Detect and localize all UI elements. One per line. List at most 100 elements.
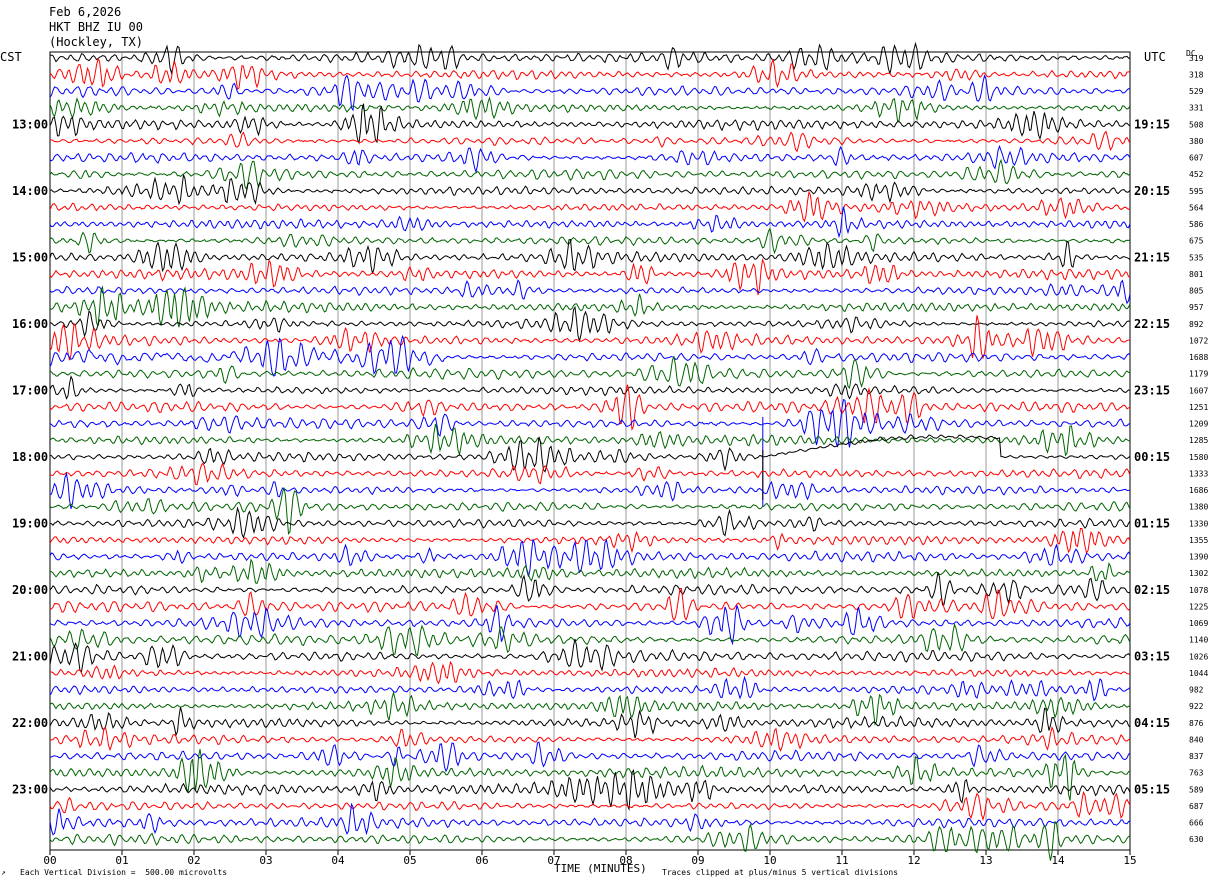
dc-offset-label: 675 [1189,237,1204,246]
seismic-trace [49,315,1131,361]
seismic-trace [49,258,1131,296]
dc-offset-label: 1333 [1189,469,1208,478]
x-tick-label: 11 [835,854,848,867]
dc-offset-label: 535 [1189,253,1204,262]
dc-offset-label: 595 [1189,187,1204,196]
dc-offset-label: 1251 [1189,403,1208,412]
right-hour-label: 22:15 [1134,317,1170,331]
seismic-trace [49,305,1131,343]
dc-offset-label: 380 [1189,137,1204,146]
x-tick-label: 02 [187,854,200,867]
dc-offset-label: 1285 [1189,436,1208,445]
x-tick-label: 04 [331,854,345,867]
dc-offset-label: 1380 [1189,503,1208,512]
left-hour-label: 17:00 [12,383,48,397]
x-tick-label: 05 [403,854,416,867]
seismic-trace [49,572,1131,606]
dc-offset-label: 529 [1189,87,1204,96]
seismic-trace [49,587,1131,622]
dc-offset-label: 1607 [1189,386,1208,395]
x-tick-label: 09 [691,854,704,867]
x-tick-label: 10 [763,854,776,867]
right-timezone-label: UTC [1144,50,1166,64]
x-tick-label: 15 [1123,854,1136,867]
seismic-trace [49,605,1131,646]
seismic-trace [49,749,1131,801]
x-tick-label: 07 [547,854,560,867]
dc-offset-label: 1580 [1189,453,1208,462]
dc-offset-label: 630 [1189,835,1204,844]
dc-offset-label: 1179 [1189,370,1208,379]
dc-offset-label: 687 [1189,802,1204,811]
x-tick-label: 03 [259,854,272,867]
right-hour-label: 19:15 [1134,117,1170,131]
dc-offset-label: 1072 [1189,336,1208,345]
dc-offset-label: 319 [1189,54,1204,63]
right-hour-label: 00:15 [1134,450,1170,464]
seismic-trace [49,375,1131,400]
seismic-trace [49,355,1131,390]
x-tick-label: 12 [907,854,920,867]
dc-offset-label: 607 [1189,154,1204,163]
seismic-trace [49,96,1131,122]
seismic-trace [49,506,1131,539]
seismic-trace [49,384,1131,432]
right-hour-label: 02:15 [1134,583,1170,597]
seismic-trace [49,690,1131,726]
dc-offset-label: 801 [1189,270,1204,279]
left-hour-label: 23:00 [12,782,48,796]
left-hour-label: 21:00 [12,649,48,663]
right-hour-label: 03:15 [1134,649,1170,663]
left-hour-label: 22:00 [12,716,48,730]
seismic-trace [49,538,1131,577]
dc-offset-label: 331 [1189,104,1204,113]
seismic-trace [49,802,1131,836]
dc-offset-label: 957 [1189,303,1204,312]
scale-note: Each Vertical Division = 500.00 microvol… [20,868,228,877]
plot-frame [49,51,1131,851]
seismic-trace [49,285,1131,328]
dc-offset-label: 1686 [1189,486,1208,495]
right-hour-label: 20:15 [1134,184,1170,198]
right-hour-label: 05:15 [1134,782,1170,796]
seismic-trace [49,790,1131,822]
seismic-trace [49,558,1130,585]
seismic-trace [49,741,1131,773]
right-hour-label: 04:15 [1134,716,1170,730]
dc-offset-label: 876 [1189,719,1204,728]
header-station: HKT BHZ IU 00 [49,20,143,34]
left-hour-label: 16:00 [12,317,48,331]
seismic-trace [49,130,1131,153]
seismic-trace [49,820,1131,861]
dc-offset-label: 666 [1189,819,1204,828]
left-hour-label: 15:00 [12,250,48,264]
seismic-trace [49,707,1131,739]
left-hour-label: 19:00 [12,516,48,530]
x-tick-label: 00 [43,854,56,867]
dc-offset-label: 589 [1189,785,1204,794]
seismic-trace [49,660,1130,685]
seismic-trace [49,398,1131,448]
dc-offset-label: 1069 [1189,619,1208,628]
seismic-trace [49,434,1131,473]
right-hour-label: 21:15 [1134,250,1170,264]
seismic-trace [49,239,1131,274]
clip-note: Traces clipped at plus/minus 5 vertical … [662,868,899,877]
dc-offset-label: 318 [1189,70,1204,79]
seismic-trace [49,158,1131,191]
x-tick-label: 01 [115,854,128,867]
right-hour-label: 01:15 [1134,516,1170,530]
dc-offset-label: 763 [1189,769,1204,778]
dc-offset-label: 922 [1189,702,1204,711]
seismic-trace [49,74,1131,112]
dc-offset-label: 837 [1189,752,1204,761]
seismic-trace [49,638,1131,673]
seismic-trace [49,528,1131,554]
dc-offset-label: 1044 [1189,669,1208,678]
left-hour-label: 14:00 [12,184,48,198]
dc-offset-label: 1688 [1189,353,1208,362]
seismic-trace [49,174,1131,206]
seismic-trace [49,103,1131,145]
left-hour-label: 18:00 [12,450,48,464]
